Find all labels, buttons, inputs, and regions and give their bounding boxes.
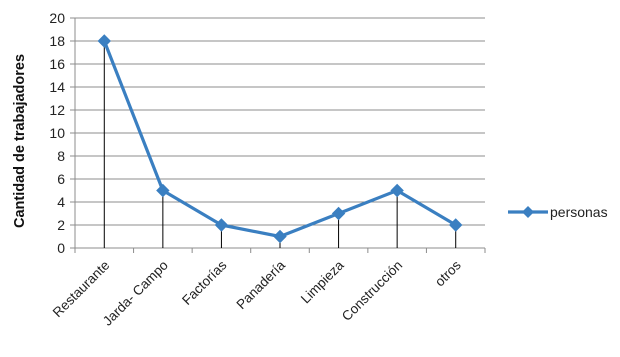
data-point-4 [331, 206, 346, 221]
axes [70, 17, 486, 253]
data-point-6 [449, 218, 463, 232]
series [97, 34, 463, 244]
y-tick-label-18: 18 [49, 33, 65, 49]
x-tick-label-5: Construcción [339, 258, 405, 324]
x-tick-label-2: Factorías [179, 257, 230, 308]
x-tick-label-3: Panadería [233, 257, 288, 312]
series-line-personas [102, 39, 458, 239]
y-tick-label-4: 4 [57, 194, 65, 210]
grid [75, 17, 485, 249]
data-point-2 [214, 218, 229, 232]
x-tick-label-0: Restaurante [50, 258, 113, 321]
y-tick-labels: 0 2 4 6 8 10 12 14 16 18 20 [49, 10, 65, 256]
y-tick-label-0: 0 [57, 240, 65, 256]
y-tick-label-8: 8 [57, 148, 65, 164]
y-tick-label-2: 2 [57, 217, 65, 233]
data-point-3 [273, 229, 287, 244]
x-tick-label-6: otros [432, 257, 464, 289]
data-point-5 [390, 183, 404, 198]
y-tick-label-6: 6 [57, 171, 65, 187]
y-axis-label: Cantidad de trabajadores [12, 54, 28, 228]
data-point-1 [156, 183, 170, 198]
data-point-0 [97, 34, 111, 48]
y-tick-label-12: 12 [49, 102, 65, 118]
y-tick-label-20: 20 [49, 10, 65, 26]
legend-marker-swatch [522, 206, 534, 218]
legend: personas [508, 204, 608, 220]
y-tick-label-16: 16 [49, 56, 65, 72]
x-tick-label-4: Limpieza [298, 257, 347, 306]
y-tick-label-14: 14 [49, 79, 65, 95]
legend-label: personas [550, 204, 608, 220]
y-tick-label-10: 10 [49, 125, 65, 141]
drop-lines [103, 41, 457, 248]
